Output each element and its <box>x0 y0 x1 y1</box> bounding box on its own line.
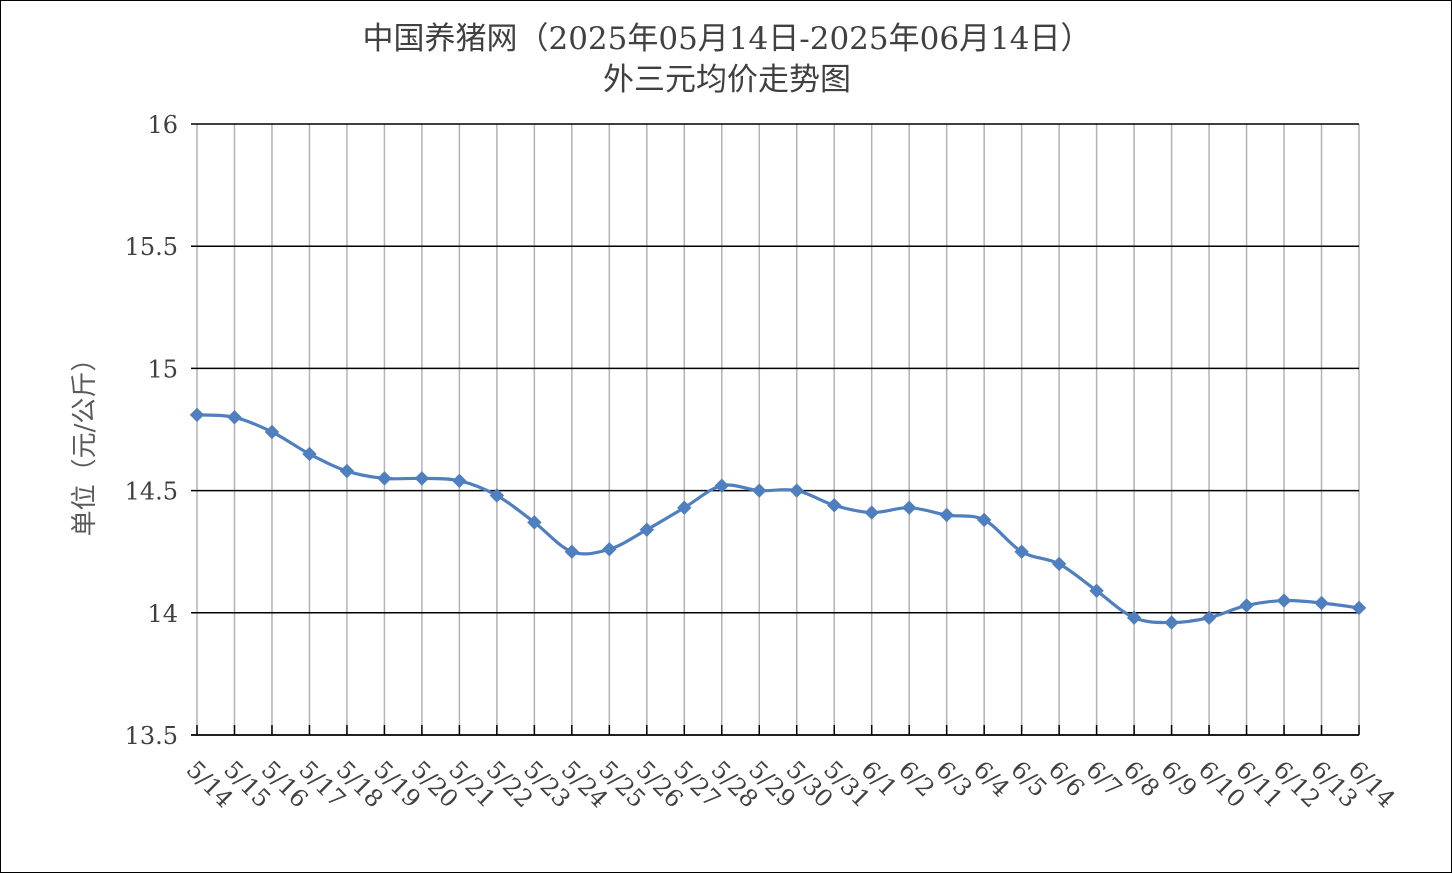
x-tick-label: 6/5 <box>1005 755 1052 802</box>
x-tick-label: 6/6 <box>1043 755 1090 802</box>
data-point <box>302 446 317 462</box>
data-point <box>227 410 242 425</box>
data-point <box>1089 583 1104 599</box>
y-axis-label: 单位（元/公斤） <box>70 346 100 537</box>
data-point <box>976 512 992 528</box>
data-point <box>452 473 467 489</box>
chart-subtitle: 外三元均价走势图 <box>603 62 851 98</box>
data-point <box>264 424 280 440</box>
data-point <box>639 522 655 537</box>
data-point <box>1276 593 1292 608</box>
data-point <box>1014 544 1029 559</box>
x-tick-label: 6/7 <box>1080 755 1127 802</box>
data-point <box>827 498 842 513</box>
data-point <box>789 483 804 498</box>
x-tick-label: 6/9 <box>1155 755 1202 802</box>
data-point <box>1201 610 1217 625</box>
series-line <box>196 413 1360 625</box>
data-point <box>414 471 430 486</box>
data-point <box>1351 600 1367 616</box>
data-point <box>1239 598 1254 613</box>
x-tick-label: 6/3 <box>930 755 977 802</box>
data-point <box>527 515 542 530</box>
x-tick-label: 6/8 <box>1118 755 1165 802</box>
data-point <box>752 483 767 498</box>
series-layer <box>189 407 1367 630</box>
y-tick-label: 14 <box>147 600 178 628</box>
data-point <box>901 500 917 515</box>
data-point <box>1314 595 1329 611</box>
data-point <box>377 471 392 486</box>
data-point <box>939 507 954 523</box>
y-tick-label: 15 <box>147 355 178 383</box>
y-tick-label: 15.5 <box>125 233 178 261</box>
y-tick-label: 14.5 <box>125 478 178 506</box>
data-point <box>1051 556 1067 572</box>
data-point <box>677 500 692 515</box>
x-tick-label: 6/2 <box>893 755 940 802</box>
data-point <box>1164 615 1179 630</box>
data-point <box>714 478 729 493</box>
grid-layer <box>191 123 1360 735</box>
data-point <box>489 488 505 503</box>
chart-title: 中国养猪网（2025年05月14日-2025年06月14日） <box>362 21 1091 57</box>
data-point <box>864 505 879 520</box>
data-point <box>1126 610 1142 625</box>
data-point <box>602 542 617 557</box>
y-tick-label: 16 <box>147 111 178 139</box>
x-tick-label: 6/4 <box>968 755 1015 802</box>
data-point <box>189 407 205 423</box>
y-tick-label: 13.5 <box>125 722 178 750</box>
data-point <box>339 463 355 479</box>
data-point <box>564 544 580 559</box>
